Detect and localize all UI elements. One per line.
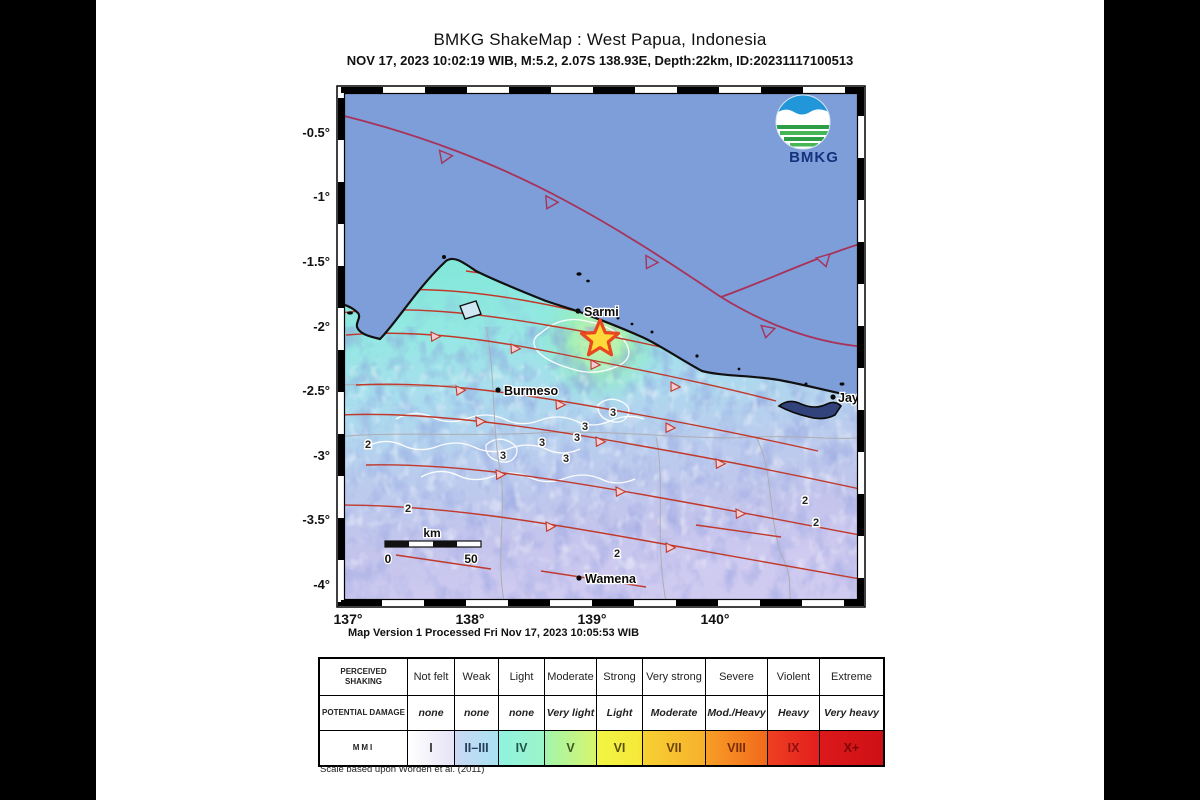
map-frame [336,85,866,608]
city-label-sarmi: Sarmi [584,305,619,319]
lat-tick: -3.5° [302,512,330,527]
svg-text:3: 3 [574,432,580,444]
legend-damage-cell: Very heavy [820,696,883,731]
lon-tick: 137° [333,611,363,627]
legend-mmi-cell: X+ [820,731,883,765]
legend-row-header: MMI [320,731,408,765]
legend-damage-cell: none [499,696,545,731]
legend-mmi-cell: VII [643,731,706,765]
admin-boundaries [345,326,857,599]
map-svg: km 0 50 3 3 3 3 3 3 2 2 2 [336,85,866,608]
legend-shaking-cell: Violent [768,659,820,696]
lon-tick: 139° [577,611,607,627]
lake-sentani [777,400,843,420]
svg-text:2: 2 [802,495,808,507]
legend-shaking-cell: Very strong [643,659,706,696]
legend-mmi-cell: IX [768,731,820,765]
legend-row-header: PERCEIVED SHAKING [320,659,408,696]
contour-labels: 3 3 3 3 3 3 2 2 2 2 2 [363,406,820,562]
lon-tick: 138° [455,611,485,627]
intensity-legend-table: PERCEIVED SHAKING Not felt Weak Light Mo… [318,657,885,767]
svg-text:3: 3 [500,450,506,462]
legend-shaking-cell: Moderate [545,659,597,696]
legend-damage-cell: none [408,696,455,731]
legend-mmi-cell: IV [499,731,545,765]
legend-shaking-cell: Not felt [408,659,455,696]
city-label-wamena: Wamena [585,572,637,586]
legend-shaking-cell: Extreme [820,659,883,696]
bmkg-logo-icon [775,94,831,150]
legend-damage-cell: none [455,696,499,731]
legend-damage-cell: Mod./Heavy [706,696,768,731]
islands [347,255,845,386]
legend-row-header: POTENTIAL DAMAGE [320,696,408,731]
letterbox-left [0,0,96,800]
shakemap-canvas: km 0 50 3 3 3 3 3 3 2 2 2 [336,85,866,608]
coastline [345,257,857,399]
lat-tick: -0.5° [302,125,330,140]
legend-damage-cell: Very light [545,696,597,731]
legend-shaking-cell: Severe [706,659,768,696]
svg-text:3: 3 [582,421,588,433]
lat-tick: -2.5° [302,383,330,398]
scale-bar: km 0 50 [383,525,482,567]
legend-mmi-cell: II–III [455,731,499,765]
svg-text:50: 50 [464,552,478,566]
legend-shaking-cell: Weak [455,659,499,696]
legend-damage-cell: Moderate [643,696,706,731]
svg-text:km: km [423,526,440,540]
page-title: BMKG ShakeMap : West Papua, Indonesia [433,30,767,49]
bmkg-logo-text: BMKG [789,149,839,166]
svg-text:2: 2 [813,517,819,529]
map-version-caption: Map Version 1 Processed Fri Nov 17, 2023… [348,627,640,639]
city-label-burmeso: Burmeso [504,384,559,398]
lat-tick: -1° [313,189,330,204]
lat-tick: -2° [313,319,330,334]
bmkg-logo: BMKG [774,93,854,166]
legend-damage-cell: Heavy [768,696,820,731]
legend-mmi-cell: VIII [706,731,768,765]
svg-text:2: 2 [365,439,371,451]
epicenter-star-icon [579,318,621,357]
legend-mmi-cell: I [408,731,455,765]
svg-text:2: 2 [405,503,411,515]
legend-mmi-cell: VI [597,731,643,765]
map-content: km 0 50 3 3 3 3 3 3 2 2 2 [345,94,859,599]
svg-text:0: 0 [385,552,392,566]
legend-footnote: Scale based upon Worden et al. (2011) [320,764,485,775]
letterbox-right [1104,0,1200,800]
lat-tick: -1.5° [302,254,330,269]
svg-text:2: 2 [614,548,620,560]
legend-shaking-cell: Strong [597,659,643,696]
lagoon [459,300,482,320]
legend-damage-cell: Light [597,696,643,731]
lon-tick: 140° [700,611,730,627]
legend-mmi-cell: V [545,731,597,765]
lat-tick: -4° [313,577,330,592]
event-subtitle: NOV 17, 2023 10:02:19 WIB, M:5.2, 2.07S … [346,53,854,68]
legend-shaking-cell: Light [499,659,545,696]
city-label-jayapura: Jay [838,391,859,405]
city-markers: Sarmi Burmeso Wamena Jay [495,304,859,587]
svg-text:3: 3 [610,407,616,419]
svg-text:3: 3 [539,437,545,449]
svg-text:3: 3 [563,453,569,465]
trench-lines [345,115,857,347]
lat-tick: -3° [313,448,330,463]
